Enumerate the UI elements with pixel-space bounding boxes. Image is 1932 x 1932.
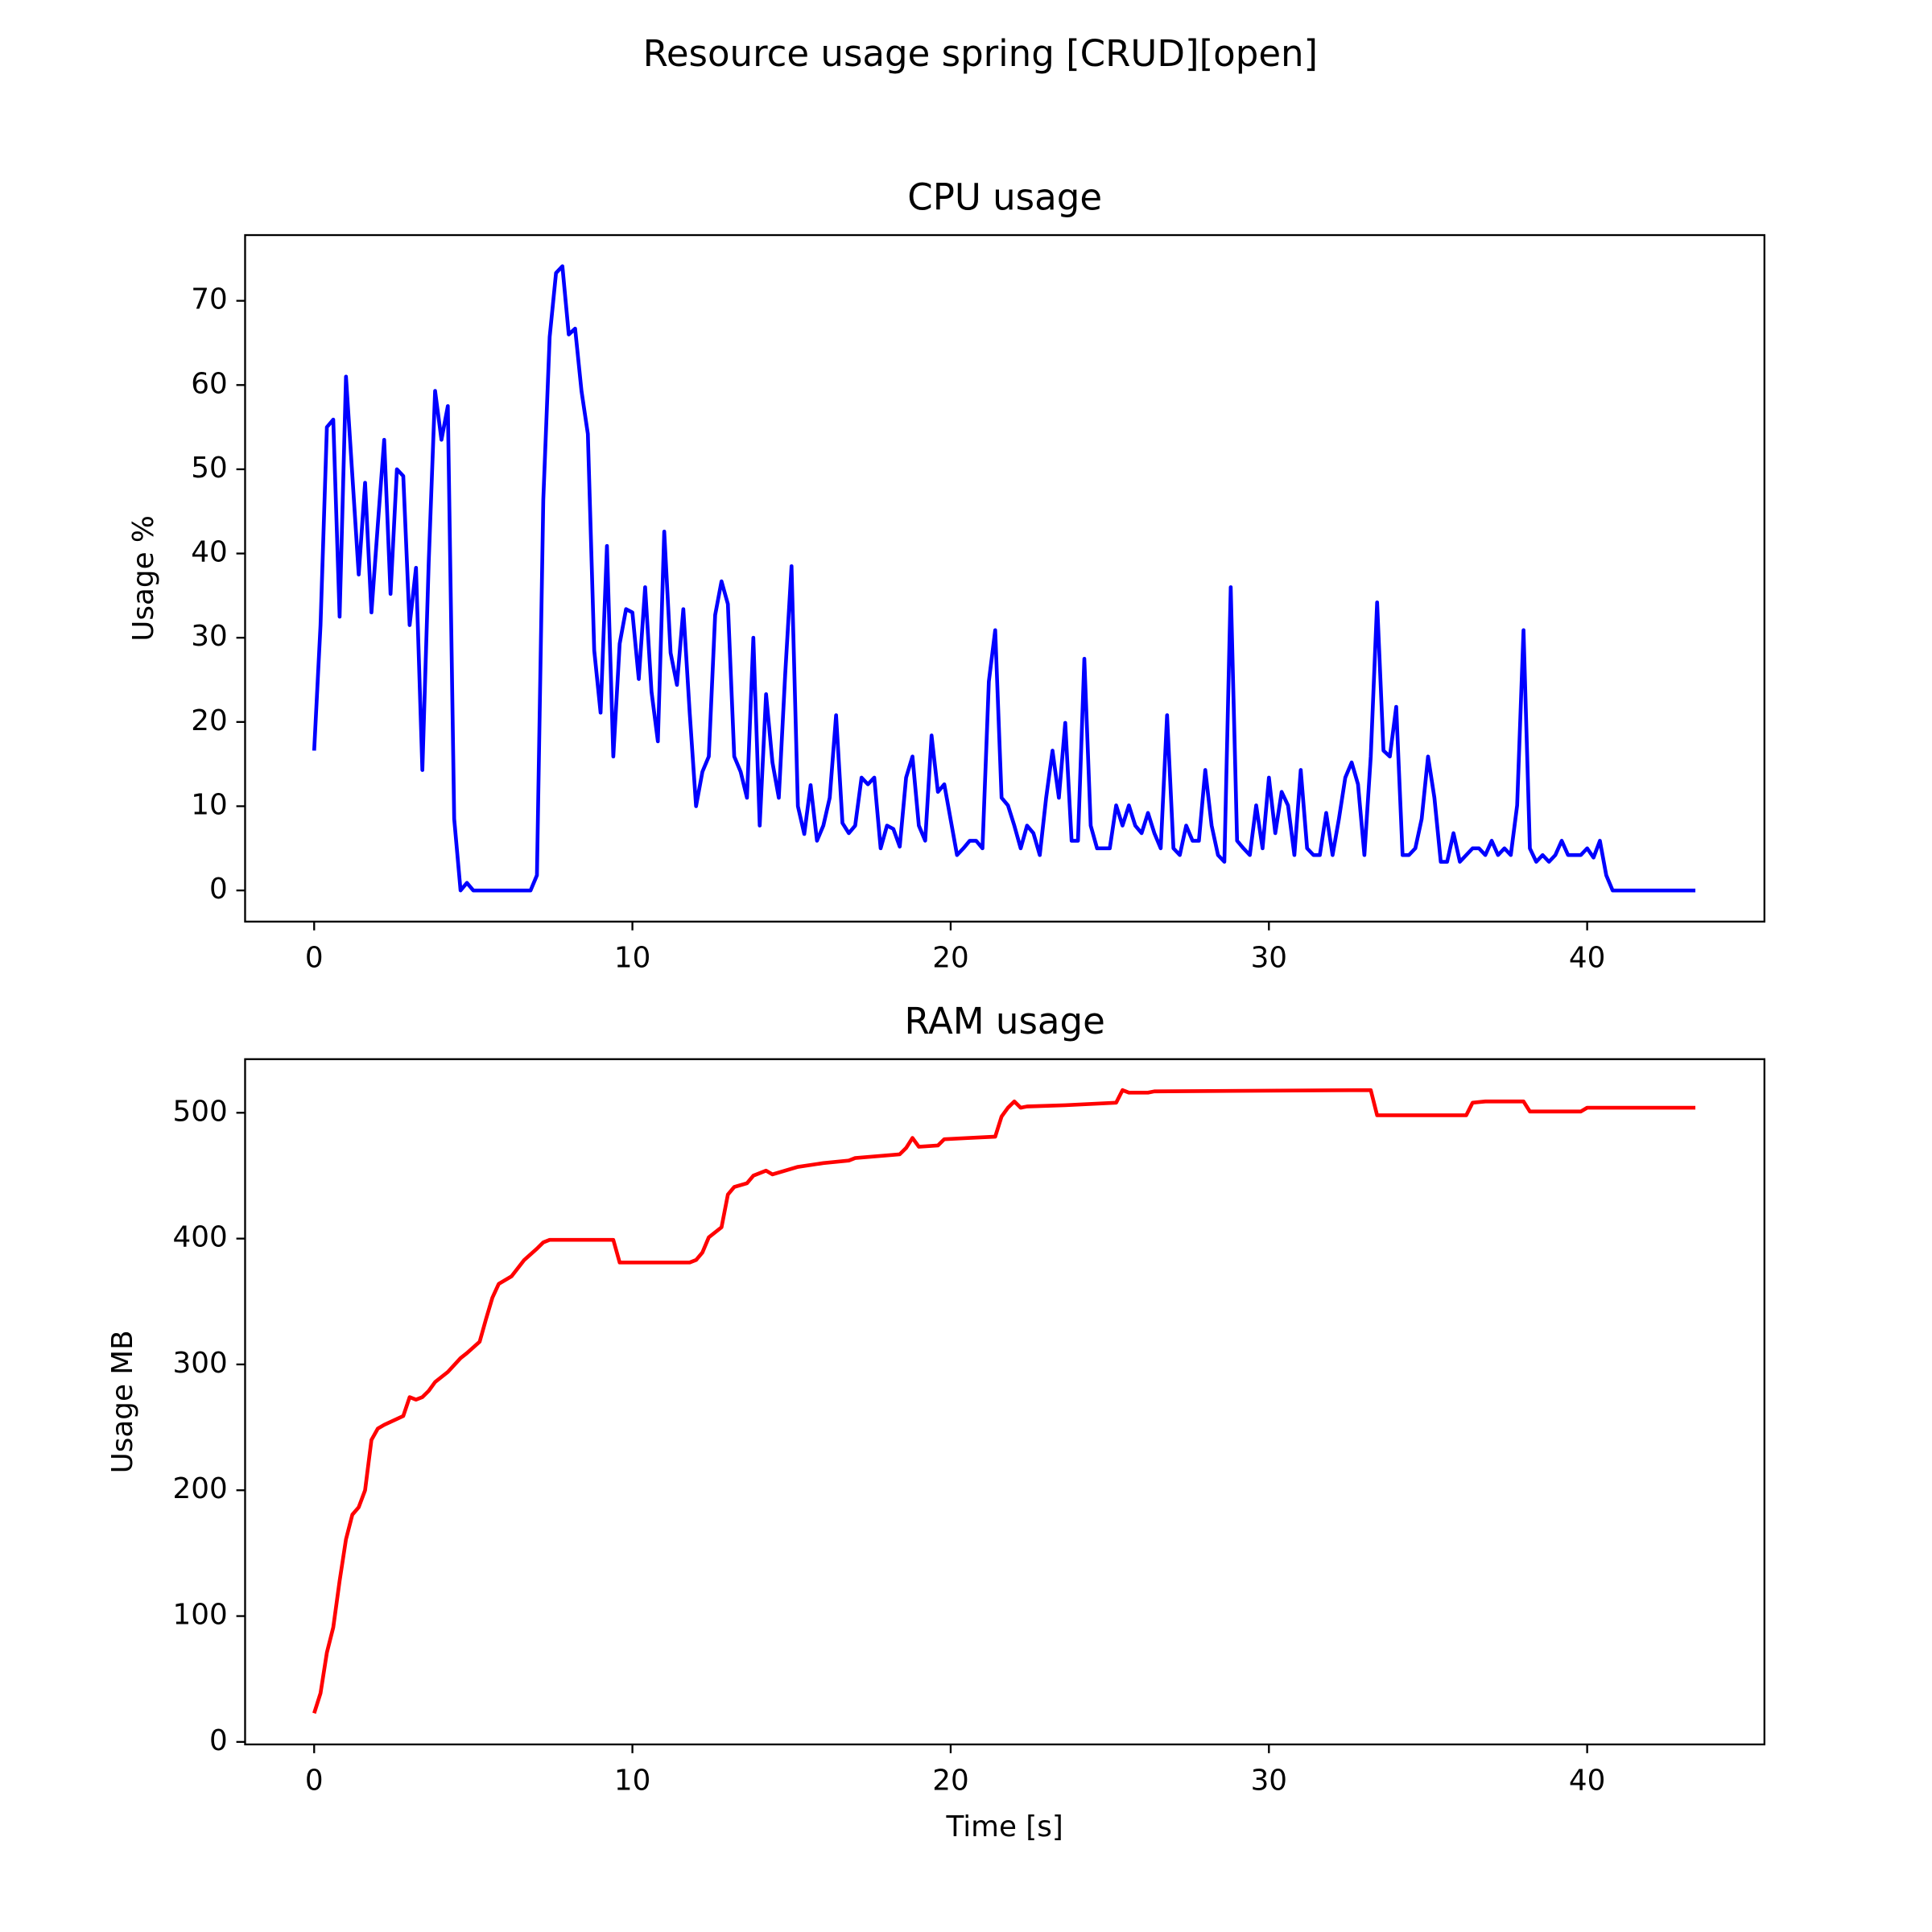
y-axis-label: Usage MB <box>106 1330 139 1473</box>
y-tick-label: 300 <box>173 1347 228 1380</box>
y-tick-label: 100 <box>173 1599 228 1632</box>
plot-frame <box>244 233 1766 923</box>
data-line <box>312 1088 1696 1714</box>
y-tick-label: 70 <box>191 283 227 316</box>
y-tick-label: 10 <box>191 788 227 821</box>
figure-title: Resource usage spring [CRUD][open] <box>643 32 1319 75</box>
x-axis-label: Time [s] <box>946 1810 1063 1843</box>
y-axis-label: Usage % <box>127 515 160 642</box>
data-line <box>312 264 1696 893</box>
x-tick-label: 0 <box>305 941 324 974</box>
y-tick-label: 0 <box>209 1724 228 1757</box>
x-tick-label: 20 <box>932 1765 968 1798</box>
y-tick-label: 20 <box>191 704 227 737</box>
x-tick-label: 20 <box>932 941 968 974</box>
subplot-title: RAM usage <box>904 1000 1104 1042</box>
x-tick-label: 10 <box>614 941 650 974</box>
y-tick-label: 0 <box>209 873 228 906</box>
plot-frame <box>244 1058 1766 1746</box>
y-tick-label: 400 <box>173 1221 228 1254</box>
x-tick-label: 10 <box>614 1765 650 1798</box>
y-tick-label: 500 <box>173 1095 228 1128</box>
y-tick-label: 30 <box>191 620 227 653</box>
x-tick-label: 30 <box>1251 1765 1287 1798</box>
x-tick-label: 30 <box>1251 941 1287 974</box>
y-tick-label: 40 <box>191 536 227 569</box>
subplot-title: CPU usage <box>907 176 1102 219</box>
y-tick-label: 200 <box>173 1472 228 1505</box>
x-tick-label: 0 <box>305 1765 324 1798</box>
y-tick-label: 60 <box>191 367 227 400</box>
y-tick-label: 50 <box>191 452 227 485</box>
x-tick-label: 40 <box>1569 1765 1605 1798</box>
x-tick-label: 40 <box>1569 941 1605 974</box>
